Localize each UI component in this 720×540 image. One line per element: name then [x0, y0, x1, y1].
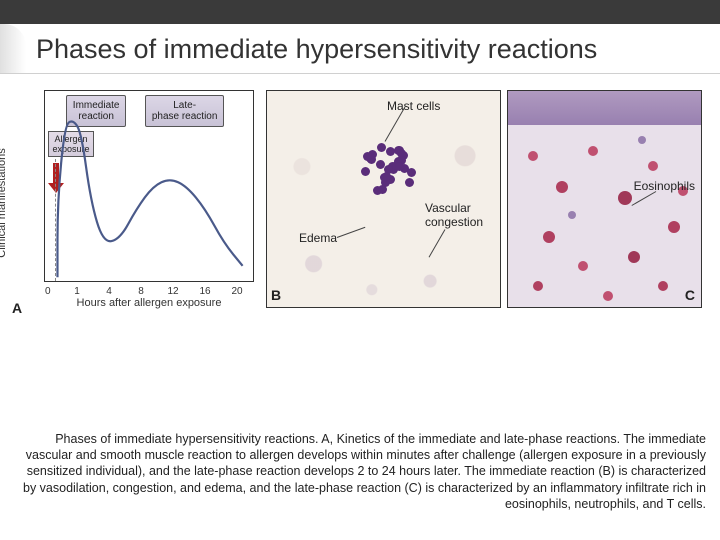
panel-c-epithelium-band	[508, 91, 701, 125]
panel-b: B Mast cells Edema Vascular congestion	[266, 90, 501, 308]
kinetics-chart: Immediatereaction Late-phase reaction Al…	[44, 90, 254, 282]
panel-b-label: B	[271, 287, 281, 303]
x-axis-label: Hours after allergen exposure	[77, 297, 222, 309]
label-mast-cells: Mast cells	[387, 99, 440, 113]
title-accent	[0, 24, 26, 73]
label-edema: Edema	[299, 231, 337, 245]
slide-topbar	[0, 0, 720, 24]
panel-c-label: C	[685, 287, 695, 303]
panel-a: A Clinical manifestations Immediatereact…	[10, 88, 260, 318]
x-axis-ticks: 0148121620	[45, 286, 253, 297]
kinetics-curve	[45, 91, 253, 281]
mast-cell-cluster	[357, 139, 419, 197]
y-axis-label: Clinical manifestations	[0, 148, 8, 257]
panel-c: C Eosinophils	[507, 90, 702, 308]
label-eosinophils: Eosinophils	[634, 179, 695, 193]
figure-row: A Clinical manifestations Immediatereact…	[0, 74, 720, 318]
panel-a-label: A	[12, 300, 22, 316]
leader-eosinophils	[632, 191, 657, 206]
title-region: Phases of immediate hypersensitivity rea…	[0, 24, 720, 74]
figure-caption: Phases of immediate hypersensitivity rea…	[14, 431, 706, 512]
label-vascular-congestion: Vascular congestion	[425, 201, 483, 229]
slide-title: Phases of immediate hypersensitivity rea…	[36, 34, 692, 65]
panel-b-texture	[267, 91, 500, 307]
